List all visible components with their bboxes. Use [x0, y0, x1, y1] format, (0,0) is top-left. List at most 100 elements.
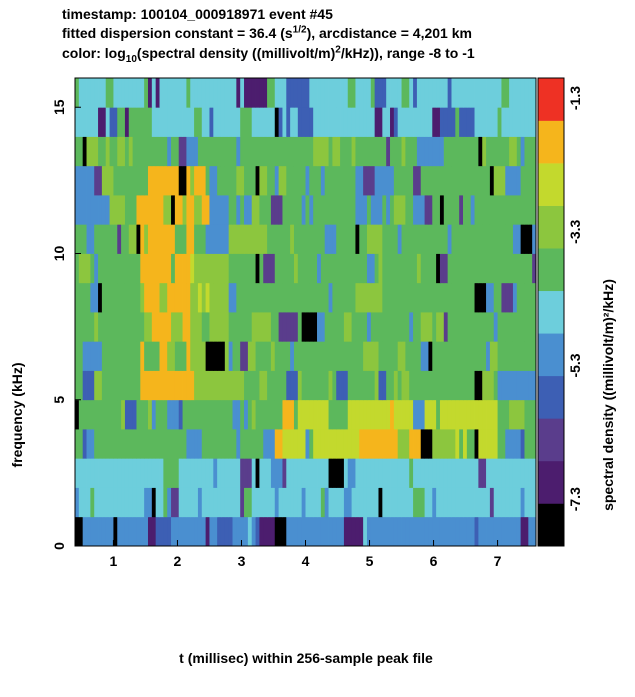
heatmap-cell — [493, 341, 498, 371]
heatmap-cell — [301, 341, 306, 371]
heatmap-cell — [217, 312, 222, 342]
heatmap-cell — [378, 399, 383, 430]
heatmap-cell — [301, 429, 306, 459]
heatmap-cell — [301, 107, 306, 137]
heatmap-cell — [386, 165, 391, 196]
heatmap-cell — [163, 136, 168, 167]
heatmap-cell — [382, 282, 387, 313]
heatmap-cell — [363, 487, 368, 518]
heatmap-cell — [443, 107, 449, 137]
heatmap-cell — [336, 429, 341, 459]
heatmap-cell — [486, 458, 491, 488]
heatmap-cell — [516, 429, 522, 459]
heatmap-cell — [213, 516, 218, 547]
heatmap-cell — [313, 78, 318, 108]
heatmap-cell — [201, 224, 207, 254]
heatmap-cell — [220, 341, 226, 371]
heatmap-cell — [363, 370, 368, 401]
colorbar-segment — [538, 163, 564, 206]
heatmap-cell — [90, 516, 95, 547]
heatmap-cell — [217, 341, 222, 371]
heatmap-cell — [270, 312, 276, 342]
heatmap-cell — [382, 516, 387, 547]
heatmap-cell — [470, 487, 475, 518]
heatmap-cell — [136, 429, 141, 459]
heatmap-cell — [420, 195, 425, 225]
heatmap-cell — [443, 458, 449, 488]
heatmap-cell — [255, 399, 260, 430]
heatmap-cell — [390, 487, 395, 518]
heatmap-cell — [382, 370, 387, 401]
heatmap-cell — [416, 487, 422, 518]
heatmap-cell — [282, 312, 287, 342]
heatmap-cell — [428, 107, 433, 137]
heatmap-cell — [478, 224, 483, 254]
heatmap-cell — [301, 224, 306, 254]
heatmap-cell — [267, 429, 272, 459]
heatmap-cell — [532, 195, 537, 225]
heatmap-cell — [436, 282, 441, 313]
heatmap-cell — [332, 341, 337, 371]
heatmap-cell — [151, 399, 157, 430]
heatmap-cell — [413, 282, 418, 313]
heatmap-cell — [313, 136, 318, 167]
heatmap-cell — [217, 399, 222, 430]
heatmap-cell — [309, 107, 314, 137]
heatmap-cell — [486, 78, 491, 108]
heatmap-cell — [424, 341, 429, 371]
heatmap-cell — [482, 282, 487, 313]
heatmap-cell — [75, 253, 80, 284]
heatmap-cell — [270, 341, 276, 371]
heatmap-cell — [355, 487, 360, 518]
heatmap-cell — [194, 78, 199, 108]
heatmap-cell — [359, 165, 364, 196]
heatmap-cell — [155, 429, 160, 459]
heatmap-cell — [171, 312, 176, 342]
heatmap-cell — [493, 458, 498, 488]
heatmap-cell — [147, 107, 153, 137]
heatmap-cell — [290, 312, 295, 342]
heatmap-cell — [459, 341, 464, 371]
heatmap-cell — [270, 429, 276, 459]
heatmap-cell — [155, 341, 160, 371]
heatmap-cell — [486, 312, 491, 342]
heatmap-cell — [512, 136, 518, 167]
heatmap-cell — [489, 224, 495, 254]
heatmap-cell — [267, 78, 272, 108]
heatmap-cell — [94, 165, 99, 196]
heatmap-cell — [436, 136, 441, 167]
heatmap-cell — [366, 429, 372, 459]
heatmap-cell — [432, 399, 437, 430]
heatmap-cell — [378, 107, 383, 137]
heatmap-cell — [451, 253, 456, 284]
heatmap-cell — [109, 399, 114, 430]
heatmap-cell — [255, 516, 260, 547]
heatmap-cell — [240, 370, 245, 401]
heatmap-cell — [397, 458, 402, 488]
heatmap-cell — [205, 78, 210, 108]
heatmap-cell — [182, 107, 187, 137]
heatmap-cell — [320, 429, 326, 459]
heatmap-cell — [224, 341, 230, 371]
heatmap-cell — [486, 107, 491, 137]
heatmap-cell — [409, 282, 414, 313]
heatmap-cell — [340, 165, 345, 196]
heatmap-cell — [347, 429, 352, 459]
heatmap-cell — [244, 165, 249, 196]
heatmap-cell — [159, 429, 164, 459]
heatmap-cell — [244, 224, 249, 254]
heatmap-cell — [132, 516, 137, 547]
heatmap-cell — [259, 312, 264, 342]
heatmap-cell — [320, 78, 326, 108]
heatmap-cell — [159, 136, 164, 167]
heatmap-cell — [167, 165, 172, 196]
heatmap-cell — [336, 487, 341, 518]
heatmap-cell — [263, 195, 268, 225]
heatmap-cell — [428, 370, 433, 401]
heatmap-cell — [82, 341, 87, 371]
heatmap-cell — [159, 458, 164, 488]
heatmap-cell — [332, 312, 337, 342]
heatmap-cell — [174, 341, 180, 371]
heatmap-cell — [401, 370, 406, 401]
heatmap-cell — [424, 516, 429, 547]
